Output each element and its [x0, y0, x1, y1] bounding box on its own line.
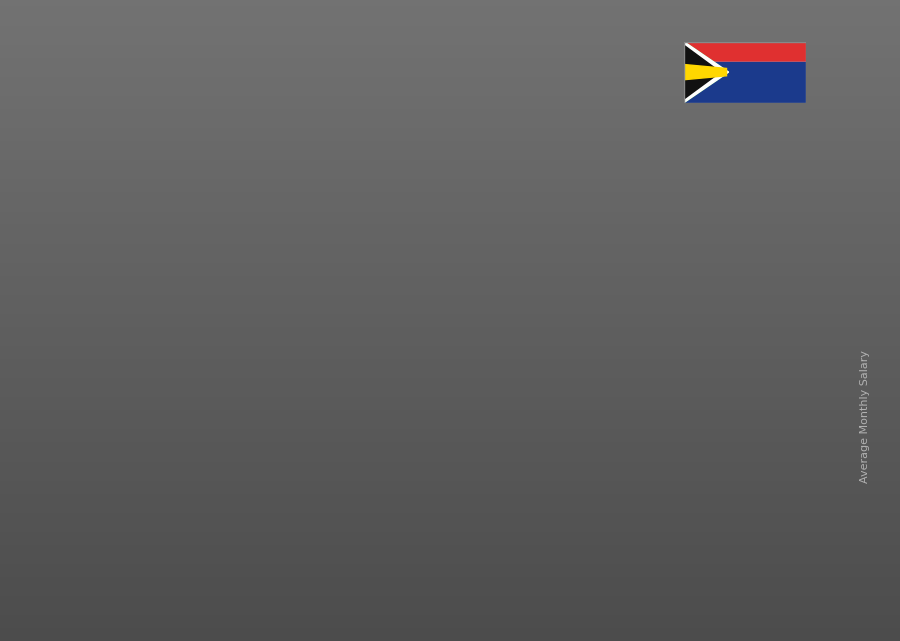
- Text: 119,000 ZAR: 119,000 ZAR: [721, 276, 807, 289]
- Bar: [684, 62, 806, 103]
- Text: salary: salary: [340, 609, 398, 627]
- Polygon shape: [453, 268, 529, 290]
- Polygon shape: [74, 405, 86, 551]
- Polygon shape: [86, 428, 151, 551]
- Polygon shape: [705, 230, 716, 551]
- Polygon shape: [579, 242, 590, 551]
- Text: +9%: +9%: [543, 179, 589, 197]
- Text: explorer.com: explorer.com: [412, 609, 534, 627]
- Polygon shape: [684, 42, 729, 72]
- Polygon shape: [326, 313, 338, 551]
- Text: 104,000 ZAR: 104,000 ZAR: [469, 311, 554, 324]
- Text: Salary Comparison By Experience: Salary Comparison By Experience: [4, 64, 555, 92]
- Polygon shape: [684, 72, 729, 103]
- Polygon shape: [212, 385, 277, 551]
- Text: +30%: +30%: [284, 245, 343, 263]
- Polygon shape: [74, 405, 151, 428]
- Polygon shape: [200, 363, 212, 551]
- Polygon shape: [590, 265, 655, 551]
- Polygon shape: [684, 42, 729, 103]
- Text: Physician - Nuclear Medicine: Physician - Nuclear Medicine: [4, 120, 284, 139]
- Polygon shape: [200, 363, 277, 385]
- Bar: [684, 42, 806, 62]
- Polygon shape: [326, 313, 403, 336]
- Text: +21%: +21%: [410, 194, 469, 212]
- Text: +34%: +34%: [158, 300, 216, 318]
- Text: 114,000 ZAR: 114,000 ZAR: [595, 288, 681, 301]
- Polygon shape: [684, 46, 721, 99]
- Text: 49,200 ZAR: 49,200 ZAR: [90, 438, 168, 451]
- Polygon shape: [716, 253, 781, 551]
- Polygon shape: [579, 242, 655, 265]
- Polygon shape: [338, 336, 403, 551]
- Polygon shape: [684, 65, 726, 79]
- Text: 66,000 ZAR: 66,000 ZAR: [216, 399, 294, 412]
- Text: Johannesburg: Johannesburg: [4, 161, 156, 180]
- Polygon shape: [453, 268, 464, 551]
- Text: 85,800 ZAR: 85,800 ZAR: [343, 353, 420, 366]
- Polygon shape: [464, 290, 529, 551]
- Text: +5%: +5%: [669, 177, 715, 195]
- Bar: [684, 62, 806, 69]
- Text: Average Monthly Salary: Average Monthly Salary: [860, 350, 869, 483]
- Polygon shape: [705, 230, 781, 253]
